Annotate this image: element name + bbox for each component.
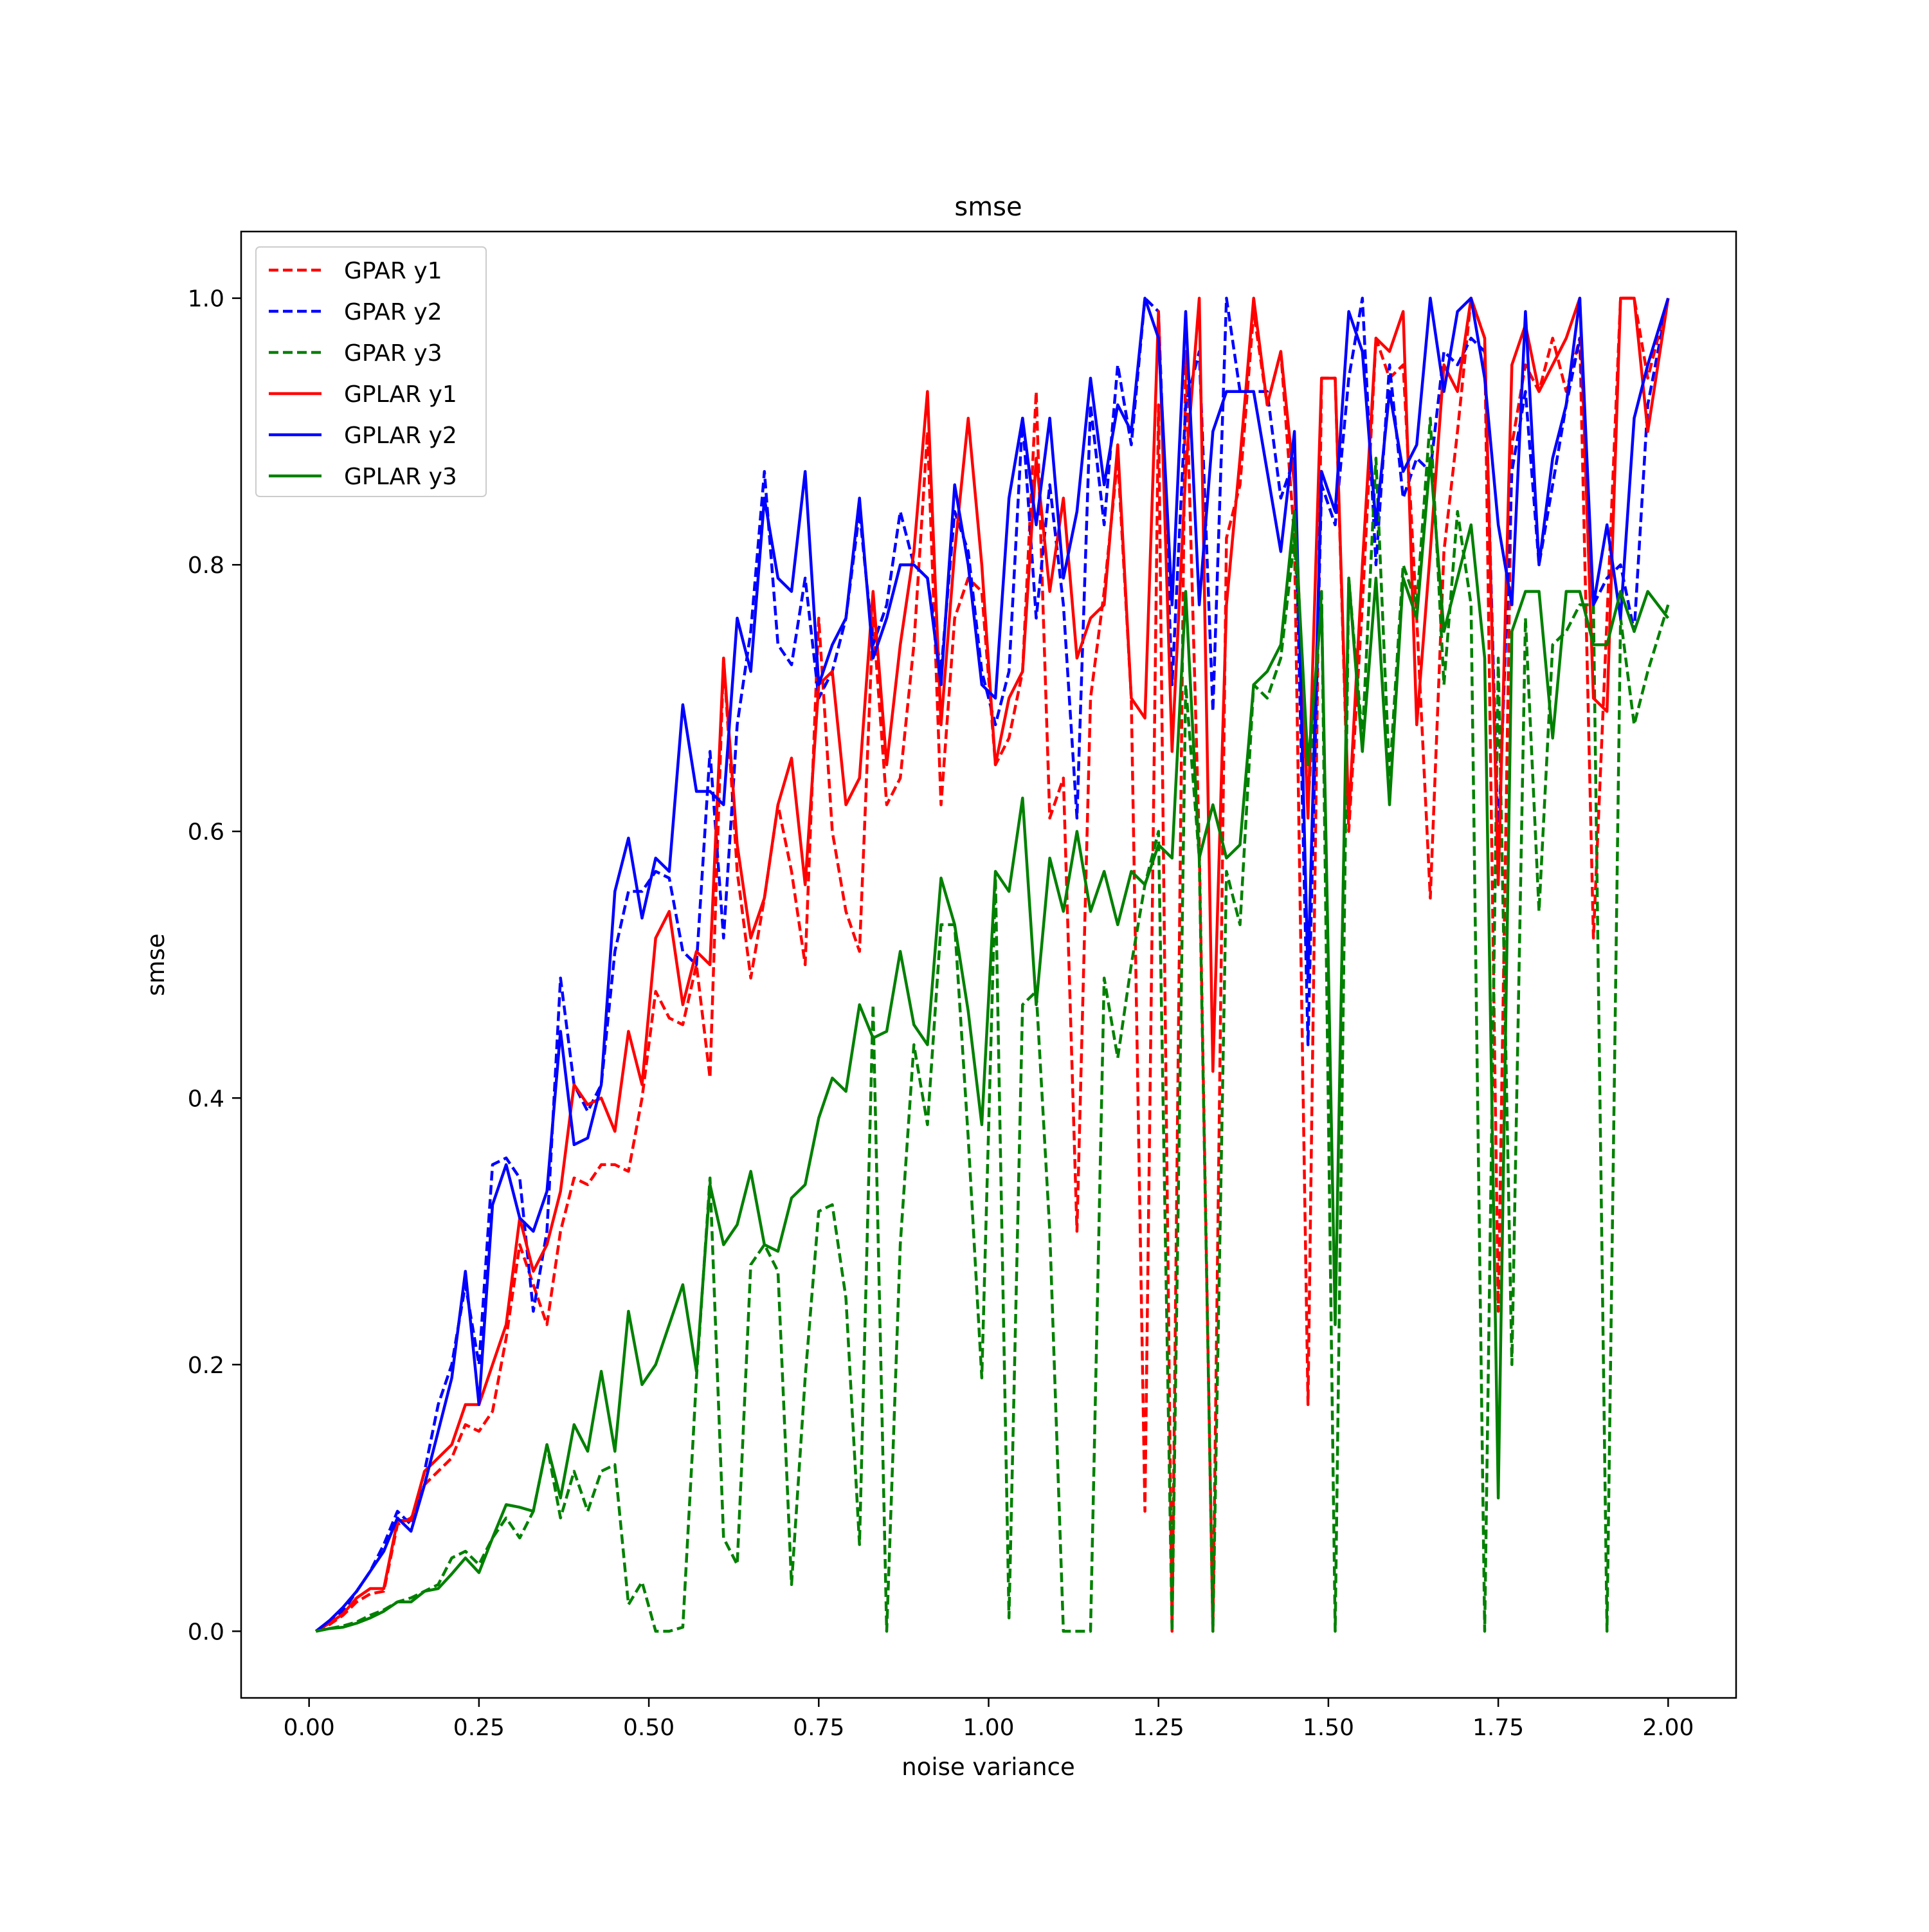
legend-label: GPLAR y2 bbox=[344, 423, 457, 449]
x-axis: 0.00 0.25 0.50 0.75 1.00 1.25 1.50 1.75 2.00 bbox=[284, 1698, 1694, 1741]
x-tick-label: 0.75 bbox=[793, 1715, 844, 1741]
legend-label: GPLAR y3 bbox=[344, 464, 457, 490]
legend-label: GPAR y2 bbox=[344, 299, 442, 325]
y-tick-label: 1.0 bbox=[188, 286, 224, 313]
y-axis: 0.0 0.2 0.4 0.6 0.8 1.0 bbox=[188, 286, 241, 1645]
x-tick-label: 0.50 bbox=[623, 1715, 675, 1741]
x-tick-label: 1.25 bbox=[1133, 1715, 1184, 1741]
series-line-gplar-y2 bbox=[314, 296, 1670, 1633]
series-line-gplar-y3 bbox=[315, 457, 1670, 1633]
x-tick-label: 1.00 bbox=[963, 1715, 1014, 1741]
y-tick-label: 0.4 bbox=[188, 1086, 224, 1112]
series-line-gplar-y1 bbox=[315, 296, 1670, 1633]
legend-box bbox=[255, 246, 487, 497]
chart-title: smse bbox=[954, 192, 1022, 222]
x-tick-label: 1.75 bbox=[1472, 1715, 1524, 1741]
x-tick-label: 0.00 bbox=[284, 1715, 335, 1741]
y-tick-label: 0.0 bbox=[188, 1619, 224, 1645]
series-line-gpar-y2 bbox=[315, 296, 1670, 1633]
x-tick-label: 0.25 bbox=[453, 1715, 505, 1741]
x-axis-label: noise variance bbox=[901, 1753, 1074, 1781]
x-tick-label: 2.00 bbox=[1642, 1715, 1694, 1741]
series-layer bbox=[314, 296, 1670, 1633]
legend-label: GPLAR y1 bbox=[344, 381, 457, 408]
y-tick-label: 0.8 bbox=[188, 552, 224, 579]
x-tick-label: 1.50 bbox=[1303, 1715, 1354, 1741]
legend-label: GPAR y1 bbox=[344, 258, 442, 284]
legend: GPAR y1 GPAR y2 GPAR y3 GPLAR y1 GPLAR y2 GPL… bbox=[255, 246, 487, 497]
y-tick-label: 0.2 bbox=[188, 1353, 224, 1379]
legend-label: GPAR y3 bbox=[344, 340, 442, 367]
y-axis-label: smse bbox=[142, 933, 170, 996]
y-tick-label: 0.6 bbox=[188, 819, 224, 846]
